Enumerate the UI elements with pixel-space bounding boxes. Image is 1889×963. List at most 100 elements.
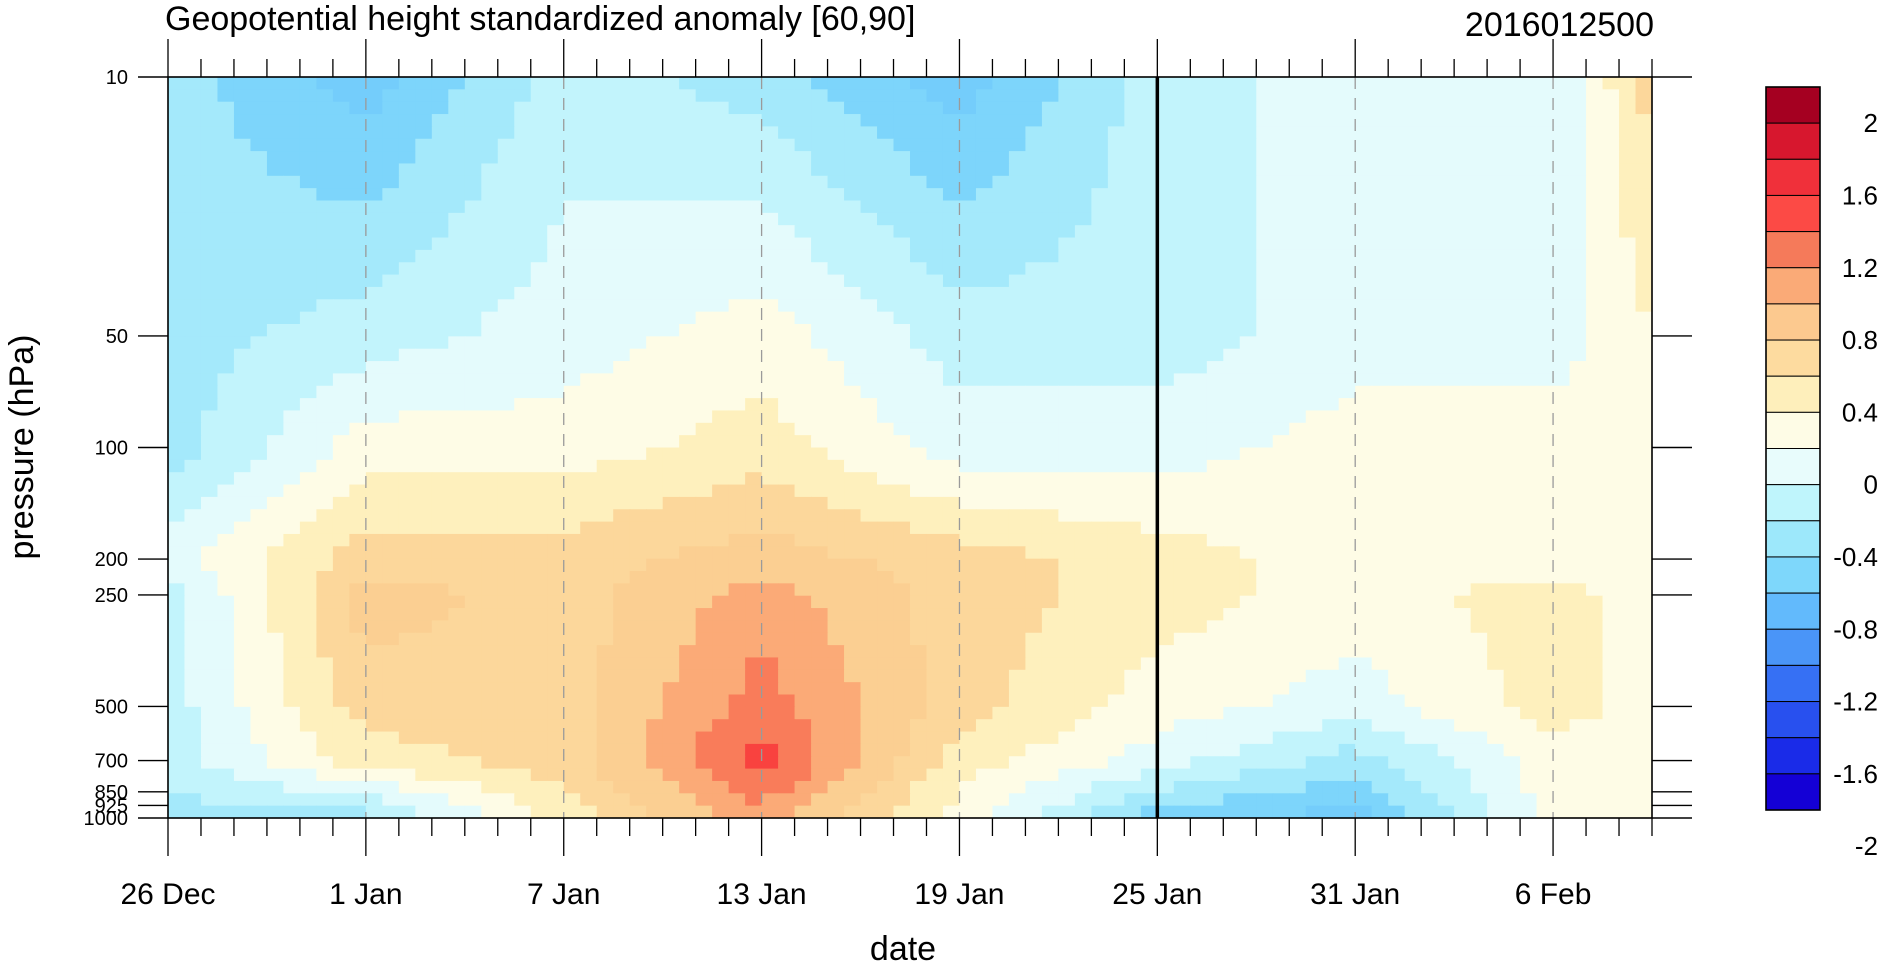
anomaly-cell (662, 496, 680, 510)
anomaly-cell (860, 682, 878, 696)
anomaly-cell (629, 385, 647, 399)
anomaly-cell (1503, 212, 1521, 226)
anomaly-cell (926, 583, 944, 597)
anomaly-cell (942, 669, 961, 683)
anomaly-cell (1355, 151, 1373, 165)
anomaly-cell (1454, 200, 1472, 214)
anomaly-cell (1404, 558, 1422, 572)
anomaly-cell (1256, 620, 1274, 634)
anomaly-cell (200, 657, 219, 671)
anomaly-cell (514, 385, 532, 399)
anomaly-cell (580, 435, 598, 449)
anomaly-cell (283, 546, 301, 560)
anomaly-cell (1058, 348, 1076, 362)
anomaly-cell (662, 719, 680, 733)
anomaly-cell (1256, 682, 1274, 696)
anomaly-cell (1602, 719, 1620, 733)
anomaly-cell (811, 669, 829, 683)
anomaly-cell (1586, 546, 1604, 560)
anomaly-cell (1470, 77, 1488, 90)
anomaly-cell (1635, 447, 1653, 461)
anomaly-cell (497, 521, 515, 535)
anomaly-cell (613, 373, 631, 387)
anomaly-cell (200, 212, 219, 226)
anomaly-cell (200, 669, 219, 683)
anomaly-cell (1437, 583, 1455, 597)
anomaly-cell (514, 484, 532, 498)
anomaly-cell (1586, 484, 1604, 498)
anomaly-cell (860, 299, 878, 313)
anomaly-cell (1041, 694, 1059, 708)
anomaly-cell (184, 324, 202, 337)
anomaly-cell (1041, 496, 1059, 510)
anomaly-cell (860, 706, 878, 720)
anomaly-cell (415, 521, 433, 535)
anomaly-cell (382, 571, 400, 584)
anomaly-cell (1635, 694, 1653, 708)
anomaly-cell (1569, 311, 1587, 325)
anomaly-cell (415, 126, 433, 140)
anomaly-cell (1536, 286, 1554, 300)
anomaly-cell (266, 743, 285, 757)
anomaly-cell (679, 706, 697, 720)
anomaly-cell (365, 669, 383, 683)
anomaly-cell (712, 286, 730, 300)
anomaly-cell (283, 422, 301, 436)
anomaly-cell (1388, 77, 1406, 90)
anomaly-cell (893, 657, 911, 671)
anomaly-cell (794, 237, 812, 251)
anomaly-cell (1025, 459, 1043, 473)
anomaly-cell (1619, 274, 1637, 288)
anomaly-cell (1272, 373, 1290, 387)
anomaly-cell (1124, 225, 1142, 239)
anomaly-cell (646, 101, 664, 115)
anomaly-cell (728, 151, 746, 165)
anomaly-cell (1223, 459, 1241, 473)
anomaly-cell (712, 706, 730, 720)
anomaly-cell (778, 336, 796, 350)
anomaly-cell (893, 694, 911, 708)
anomaly-cell (1487, 459, 1505, 473)
anomaly-cell (778, 608, 796, 621)
anomaly-cell (1289, 274, 1307, 288)
anomaly-cell (992, 546, 1010, 560)
anomaly-cell (299, 361, 317, 374)
anomaly-cell (184, 509, 202, 523)
anomaly-cell (794, 459, 812, 473)
anomaly-cell (530, 682, 548, 696)
anomaly-cell (728, 101, 746, 115)
anomaly-cell (860, 336, 878, 350)
anomaly-cell (1190, 571, 1208, 584)
anomaly-cell (1025, 126, 1043, 140)
anomaly-cell (1569, 435, 1587, 449)
anomaly-cell (1520, 496, 1538, 510)
anomaly-cell (184, 719, 202, 733)
anomaly-cell (1421, 645, 1439, 659)
anomaly-cell (827, 324, 845, 337)
anomaly-cell (1190, 175, 1208, 189)
anomaly-cell (1074, 336, 1092, 350)
anomaly-cell (200, 682, 219, 696)
anomaly-cell (1470, 398, 1488, 412)
anomaly-cell (514, 533, 532, 547)
anomaly-cell (1569, 77, 1587, 90)
anomaly-cell (1256, 311, 1274, 325)
anomaly-cell (497, 200, 515, 214)
anomaly-cell (1239, 472, 1257, 486)
anomaly-cell (844, 286, 862, 300)
anomaly-cell (415, 756, 433, 770)
anomaly-cell (794, 682, 812, 696)
anomaly-cell (1437, 286, 1455, 300)
anomaly-cell (530, 743, 548, 757)
anomaly-cell (316, 373, 334, 387)
anomaly-cell (1569, 706, 1587, 720)
anomaly-cell (1256, 657, 1274, 671)
anomaly-cell (497, 225, 515, 239)
anomaly-cell (761, 324, 779, 337)
anomaly-cell (778, 521, 796, 535)
anomaly-cell (975, 138, 994, 152)
anomaly-cell (1355, 657, 1373, 671)
anomaly-cell (926, 669, 944, 683)
anomaly-cell (926, 114, 944, 127)
anomaly-cell (530, 509, 548, 523)
